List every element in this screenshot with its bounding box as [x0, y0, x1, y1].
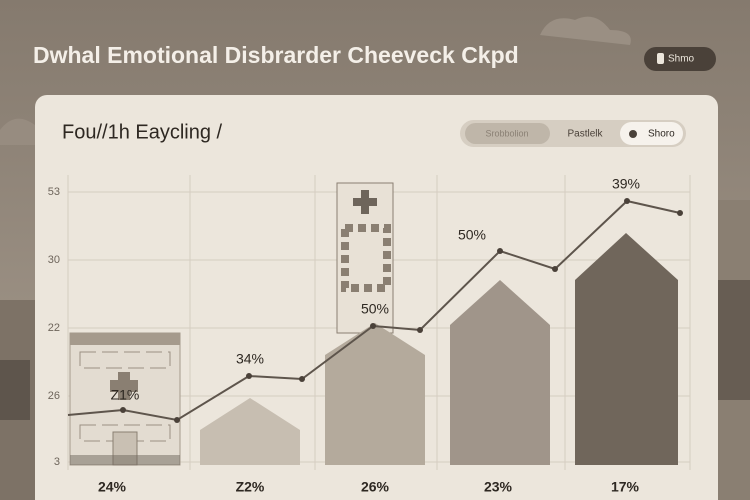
y-label: 30: [48, 254, 60, 266]
bar-label: 17%: [611, 479, 640, 495]
point-label: 39%: [612, 176, 640, 192]
page-title: Dwhal Emotional Disbrarder Cheeveck Ckpd: [33, 42, 519, 68]
window: [718, 280, 750, 400]
cross: [110, 372, 138, 400]
point-label: 50%: [361, 301, 389, 317]
points: [120, 198, 683, 423]
windows: [79, 424, 171, 442]
bar-label: Z2%: [236, 479, 265, 495]
button-label[interactable]: Shmo: [668, 54, 695, 65]
cloud: [0, 118, 35, 145]
bar-label: 26%: [361, 479, 390, 495]
bar-label: 23%: [484, 479, 513, 495]
cloud: [540, 16, 631, 45]
y-label: 3: [54, 456, 60, 468]
y-label: 53: [48, 186, 60, 198]
bar-label: 24%: [98, 479, 127, 495]
house-bar: [325, 323, 425, 465]
house-bar: [200, 398, 300, 465]
point-label: Z1%: [111, 387, 140, 403]
point-label: 34%: [236, 351, 264, 367]
point-label: 50%: [458, 227, 486, 243]
button-icon: [657, 53, 664, 64]
tab-label[interactable]: Shoro: [648, 129, 675, 140]
cross: [353, 190, 377, 214]
tab-label[interactable]: Pastlelk: [567, 129, 603, 140]
tab-icon: [629, 130, 637, 138]
window: [0, 360, 30, 420]
tab[interactable]: [620, 122, 683, 145]
y-label: 26: [48, 390, 60, 402]
house-bar: [575, 233, 678, 465]
roof: [70, 333, 180, 345]
windows: [79, 351, 171, 369]
y-label: 22: [48, 322, 60, 334]
tab[interactable]: [465, 123, 550, 144]
tab-label[interactable]: Srobbolion: [485, 128, 528, 138]
bushes: [70, 455, 180, 465]
windows: [341, 224, 391, 292]
house-bar: [450, 280, 550, 465]
card-title: Fou//1h Eaycling /: [62, 121, 223, 143]
